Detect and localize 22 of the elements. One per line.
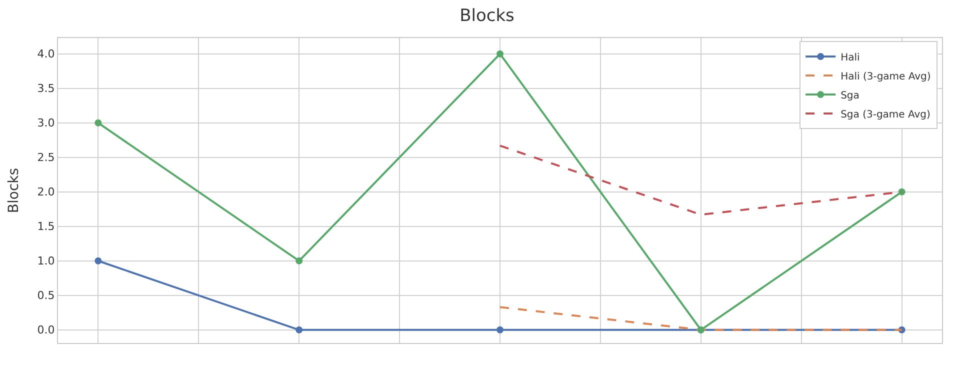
point	[296, 257, 303, 264]
legend-label: Sga (3-game Avg)	[840, 109, 931, 120]
y-tick-label: 0.5	[37, 289, 55, 302]
y-axis-title: Blocks	[6, 168, 22, 214]
y-tick-label: 1.5	[37, 220, 55, 234]
y-tick-label: 0.0	[37, 324, 55, 337]
y-tick-label: 2.5	[37, 151, 55, 164]
y-tick-label: 3.5	[37, 82, 55, 96]
point	[496, 326, 504, 334]
point	[94, 257, 102, 264]
legend-label: Sga	[840, 90, 860, 102]
chart-title: Blocks	[460, 6, 515, 26]
y-tick-label: 4.0	[37, 48, 55, 61]
point	[898, 188, 906, 196]
point	[296, 326, 303, 334]
point	[496, 50, 504, 58]
legend-label: Hali (3-game Avg)	[840, 71, 931, 82]
y-tick-label: 3.0	[37, 116, 55, 130]
point	[94, 119, 102, 126]
y-tick-label: 2.0	[37, 186, 55, 199]
y-tick-label: 1.0	[37, 254, 55, 268]
legend-label: Hali	[840, 52, 860, 64]
